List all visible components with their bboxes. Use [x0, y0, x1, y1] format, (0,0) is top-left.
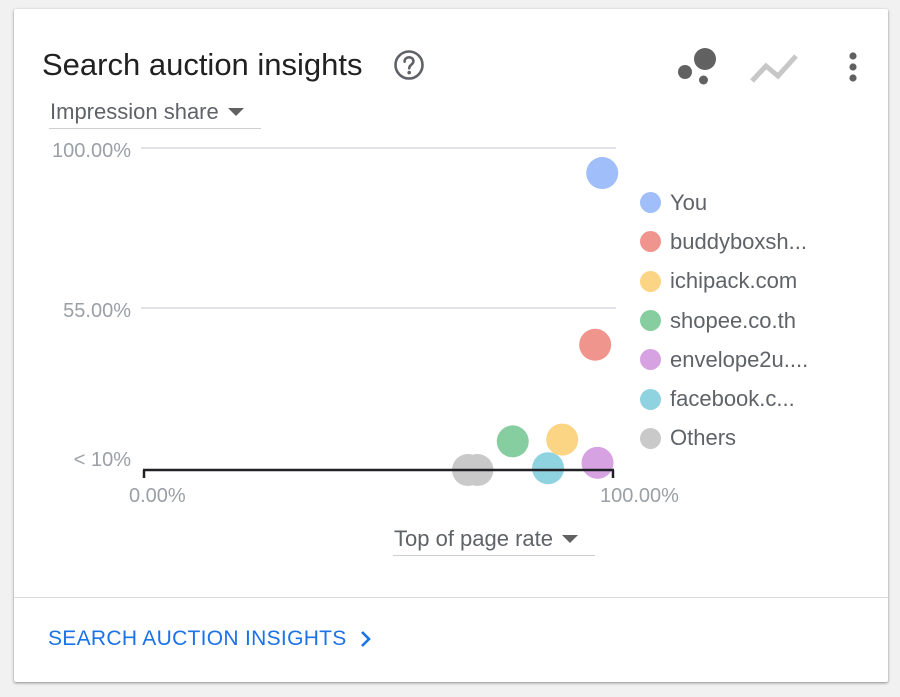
legend-item[interactable]: shopee.co.th	[640, 301, 808, 340]
help-circle-icon[interactable]	[393, 49, 425, 81]
legend-swatch	[640, 388, 661, 410]
legend-item[interactable]: ichipack.com	[640, 262, 808, 301]
legend-label: envelope2u....	[670, 346, 809, 372]
legend-item[interactable]: facebook.c...	[640, 379, 808, 418]
legend-swatch	[640, 349, 661, 371]
x-tick-label: 0.00%	[129, 485, 186, 507]
y-metric-label: Impression share	[50, 98, 219, 124]
y-tick-label: 100.00%	[52, 140, 131, 162]
x-metric-label: Top of page rate	[394, 525, 554, 551]
search-auction-insights-link[interactable]: SEARCH AUCTION INSIGHTS	[48, 627, 373, 651]
x-tick-label: 100.00%	[600, 485, 679, 507]
legend-item[interactable]: You	[640, 183, 808, 222]
card-title: Search auction insights	[42, 47, 363, 82]
footer-link-label: SEARCH AUCTION INSIGHTS	[48, 627, 347, 650]
x-metric-dropdown[interactable]: Top of page rate	[393, 522, 595, 556]
data-point[interactable]	[581, 446, 614, 479]
data-point[interactable]	[546, 423, 579, 456]
legend-item[interactable]: Others	[640, 419, 808, 458]
legend-item[interactable]: buddyboxsh...	[640, 222, 808, 261]
legend-item[interactable]: envelope2u....	[640, 340, 808, 379]
legend-label: shopee.co.th	[670, 307, 796, 333]
data-point[interactable]	[586, 157, 619, 190]
y-tick-label: 55.00%	[63, 300, 131, 322]
legend-swatch	[640, 231, 661, 253]
more-vert-icon[interactable]	[838, 49, 868, 85]
legend-label: Others	[670, 425, 737, 451]
dropdown-arrow-icon	[227, 107, 244, 116]
legend-label: facebook.c...	[670, 386, 795, 412]
legend-swatch	[640, 310, 661, 332]
scatter-chart: < 10% 55.00% 100.00% 0.00% 100.00%	[52, 140, 679, 507]
card-divider	[14, 597, 888, 598]
line-chart-icon[interactable]	[749, 49, 799, 89]
y-metric-dropdown[interactable]: Impression share	[49, 95, 261, 129]
chevron-right-icon	[360, 631, 371, 647]
legend-label: buddyboxsh...	[670, 228, 807, 254]
data-point[interactable]	[579, 328, 612, 361]
chart-legend: You buddyboxsh... ichipack.com shopee.co.th…	[640, 183, 808, 458]
legend-swatch	[640, 270, 661, 292]
dropdown-arrow-icon	[562, 534, 579, 543]
data-point[interactable]	[532, 452, 565, 485]
y-tick-label: < 10%	[74, 449, 131, 471]
legend-swatch	[640, 427, 661, 449]
data-point[interactable]	[496, 425, 529, 458]
scatter-chart-icon[interactable]	[675, 47, 721, 93]
legend-swatch	[640, 192, 661, 214]
legend-label: ichipack.com	[670, 268, 798, 294]
legend-label: You	[670, 189, 708, 215]
auction-insights-card: Search auction insights Impression share…	[14, 9, 888, 682]
